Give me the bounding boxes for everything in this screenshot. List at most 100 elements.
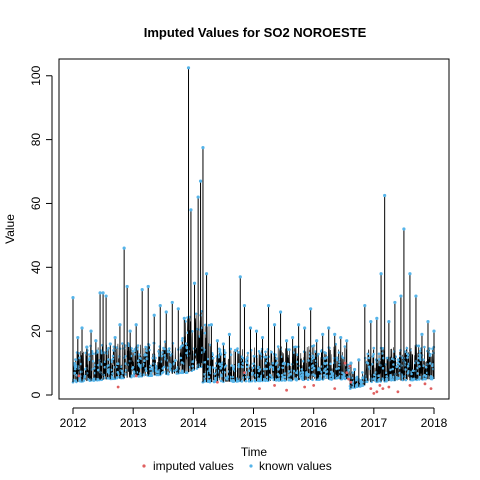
known-peak-point [186, 66, 191, 70]
known-value-marker [411, 369, 415, 373]
known-peak-point [152, 313, 156, 317]
known-value-marker [206, 357, 210, 361]
known-value-marker [392, 363, 395, 366]
known-value-marker [73, 361, 76, 365]
known-peak-point [375, 316, 379, 320]
known-value-marker [324, 367, 327, 371]
y-tick-label: 0 [29, 391, 43, 398]
known-peak-point [278, 310, 283, 314]
known-value-marker [224, 364, 228, 368]
y-tick-label: 40 [29, 260, 43, 274]
known-value-marker [296, 353, 299, 357]
known-value-marker [100, 363, 103, 366]
known-value-marker [127, 343, 131, 346]
known-peak-point [71, 296, 75, 300]
known-value-marker [179, 371, 183, 375]
x-tick-label: 2013 [120, 416, 147, 430]
imputed-point [285, 388, 288, 392]
known-value-marker [211, 366, 215, 369]
known-peak-point [196, 195, 200, 199]
known-peak-point [266, 304, 271, 308]
known-value-marker [222, 380, 225, 384]
known-peak-point [399, 294, 403, 298]
known-value-marker [174, 368, 178, 372]
known-value-marker [115, 346, 118, 349]
known-value-marker [366, 362, 370, 365]
known-value-marker [264, 350, 267, 354]
known-value-marker [391, 357, 394, 361]
known-value-marker [231, 375, 234, 379]
known-value-marker [329, 374, 332, 378]
known-value-marker [241, 356, 245, 360]
known-value-marker [106, 377, 109, 380]
known-value-marker [88, 356, 91, 360]
y-tick-label: 100 [29, 65, 43, 85]
known-value-marker [229, 353, 233, 357]
known-value-marker [83, 374, 87, 378]
known-value-marker [277, 368, 280, 371]
known-value-marker [381, 367, 385, 370]
known-value-marker [138, 372, 142, 375]
known-value-marker [112, 345, 116, 349]
known-peak-point [146, 284, 150, 289]
known-value-marker [117, 362, 120, 366]
known-value-marker [247, 375, 250, 379]
known-value-marker [311, 354, 315, 358]
known-value-marker [184, 320, 187, 323]
known-peak-point [85, 345, 89, 349]
known-value-marker [306, 378, 310, 382]
known-value-marker [207, 323, 211, 327]
known-value-marker [262, 367, 266, 371]
known-value-marker [389, 375, 393, 379]
known-value-marker [307, 373, 310, 376]
known-value-marker [252, 354, 256, 358]
known-peak-point [170, 300, 174, 305]
known-value-marker [136, 359, 140, 363]
y-axis: 0 20 40 60 80 100 [29, 65, 53, 398]
x-tick-label: 2018 [421, 416, 448, 430]
x-tick-label: 2014 [180, 416, 207, 430]
known-value-marker [373, 373, 376, 377]
known-value-marker [396, 364, 399, 368]
known-value-marker [144, 369, 148, 373]
known-peak-point [198, 179, 203, 183]
known-value-marker [181, 369, 184, 373]
imputed-point [381, 387, 385, 391]
known-value-marker [295, 377, 299, 381]
known-value-marker [161, 370, 165, 374]
known-value-marker [111, 354, 115, 358]
known-value-marker [131, 349, 135, 353]
known-value-marker [96, 351, 99, 354]
known-peak-point [108, 342, 112, 346]
known-value-marker [335, 367, 338, 371]
known-value-marker [124, 362, 127, 366]
imputed-point [345, 371, 349, 375]
known-value-marker [106, 364, 109, 368]
known-value-marker [121, 342, 124, 345]
known-value-marker [73, 367, 77, 371]
known-value-marker [311, 364, 315, 367]
known-value-marker [384, 371, 388, 375]
known-value-marker [310, 368, 314, 372]
known-value-marker [248, 369, 251, 373]
known-value-marker [78, 377, 82, 381]
known-value-marker [371, 355, 375, 358]
known-value-marker [418, 355, 422, 359]
known-peak-point [164, 310, 168, 314]
known-value-marker [203, 323, 207, 327]
known-peak-point [291, 335, 295, 340]
known-value-marker [124, 355, 127, 358]
known-value-marker [269, 374, 273, 377]
known-value-marker [211, 356, 215, 360]
imputed-point [343, 361, 347, 365]
known-value-marker [107, 358, 110, 361]
known-value-marker [310, 357, 314, 361]
known-value-marker [142, 373, 146, 377]
known-value-marker [265, 367, 268, 371]
known-value-marker [163, 354, 167, 357]
known-value-marker [232, 380, 236, 383]
known-value-marker [220, 374, 223, 378]
known-value-marker [287, 370, 291, 373]
known-peak-point [352, 367, 357, 372]
known-value-marker [326, 370, 329, 373]
